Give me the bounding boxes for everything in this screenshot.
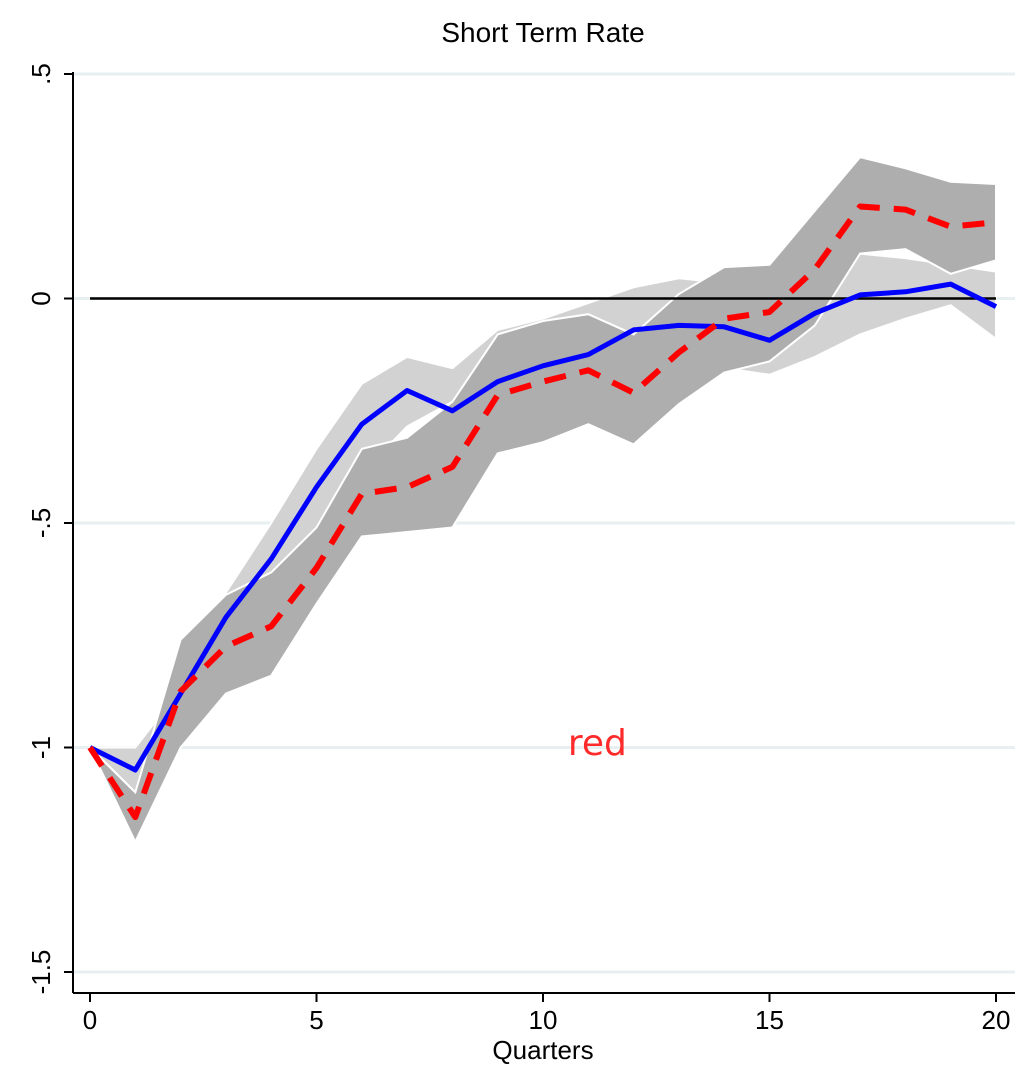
annotation-label: red [568,723,627,764]
series-lines [87,203,998,821]
y-tick-label-4: -1.5 [26,950,56,995]
x-axis-title: Quarters [492,1035,593,1065]
y-tick-label-3: -1 [26,736,56,759]
axes: .5 0 -.5 -1 -1.5 0 5 10 15 20 [26,63,1015,1035]
dashed-series-line-1 [87,203,997,821]
x-tick-label-3: 15 [755,1005,784,1035]
x-tick-label-0: 0 [83,1005,97,1035]
x-tick-label-4: 20 [982,1005,1011,1035]
chart-title: Short Term Rate [441,17,644,48]
solid-series-line-0 [88,281,998,773]
y-tick-label-2: -.5 [26,508,56,538]
y-tick-label-1: 0 [26,291,56,305]
confidence-band-1 [89,155,997,845]
y-tick-label-0: .5 [26,63,56,85]
x-tick-label-1: 5 [309,1005,323,1035]
x-tick-label-2: 10 [529,1005,558,1035]
